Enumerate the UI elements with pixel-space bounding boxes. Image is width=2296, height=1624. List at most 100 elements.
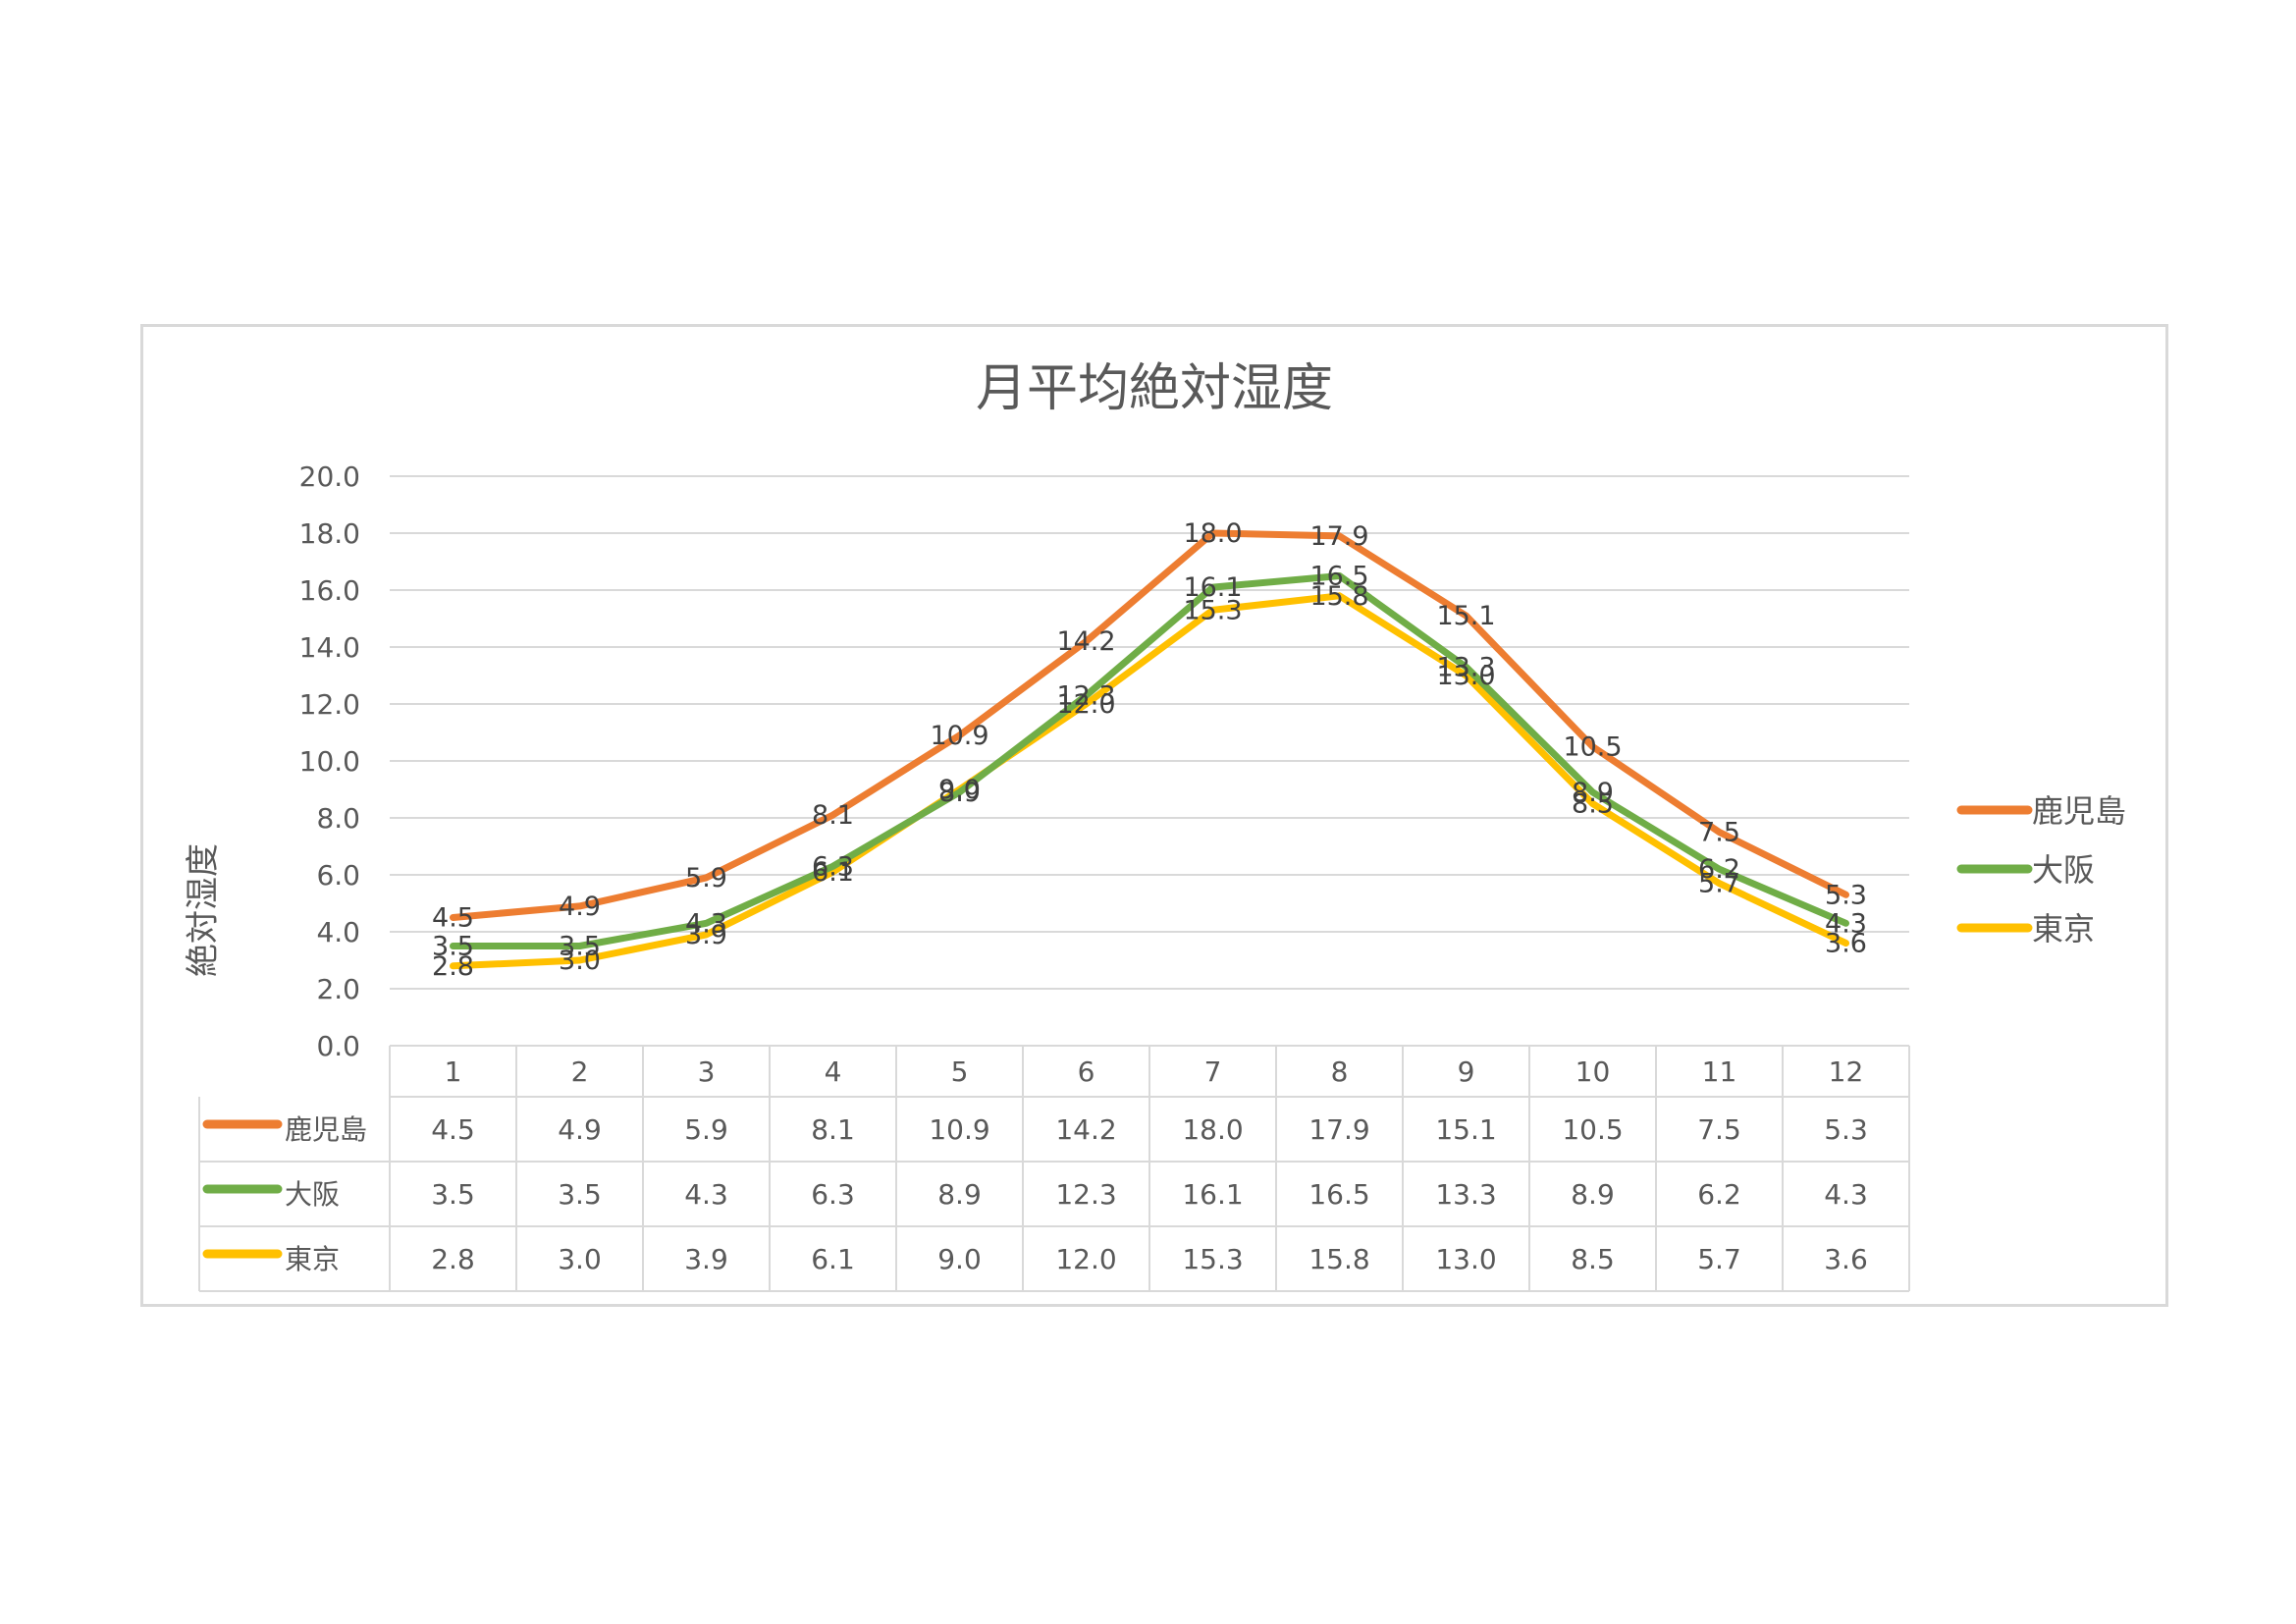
y-tick-label: 2.0 <box>316 973 360 1005</box>
data-label: 16.5 <box>1309 562 1368 592</box>
data-label: 2.8 <box>432 951 474 982</box>
series-line <box>450 529 1849 921</box>
data-label: 12.3 <box>1056 680 1115 711</box>
x-category-label: 2 <box>571 1056 589 1088</box>
table-cell: 3.5 <box>558 1178 602 1211</box>
table-series-name: 東京 <box>285 1243 340 1275</box>
chart-area <box>140 324 2168 1307</box>
table-cell: 12.3 <box>1055 1178 1116 1211</box>
legend-label: 鹿児島 <box>2032 792 2126 830</box>
data-label: 12.0 <box>1056 689 1115 720</box>
x-category-label: 1 <box>445 1056 462 1088</box>
data-label: 8.5 <box>1572 789 1614 820</box>
data-label: 6.1 <box>812 857 854 888</box>
table-cell: 8.1 <box>811 1113 855 1146</box>
data-label: 9.0 <box>938 775 981 805</box>
data-label: 13.3 <box>1436 652 1495 682</box>
table-cell: 8.9 <box>1571 1178 1615 1211</box>
legend-label: 大阪 <box>2032 851 2095 889</box>
x-category-label: 11 <box>1702 1056 1737 1088</box>
table-cell: 18.0 <box>1182 1113 1243 1146</box>
table-series-name: 大阪 <box>285 1178 340 1211</box>
y-tick-label: 0.0 <box>316 1030 360 1062</box>
y-axis-ticks: 0.0 2.0 4.0 6.0 8.0 10.0 12.0 14.0 16.0 18.0 20.0 <box>299 460 360 1062</box>
gridlines <box>390 475 1909 990</box>
x-category-label: 12 <box>1829 1056 1864 1088</box>
table-cell: 2.8 <box>431 1243 475 1275</box>
table-cell: 8.5 <box>1571 1243 1615 1275</box>
data-label: 8.1 <box>812 800 854 831</box>
data-label: 14.2 <box>1056 626 1115 657</box>
x-category-label: 5 <box>951 1056 969 1088</box>
data-label: 3.5 <box>559 932 601 962</box>
table-cell: 4.9 <box>558 1113 602 1146</box>
data-label: 13.0 <box>1436 661 1495 691</box>
y-tick-label: 14.0 <box>299 631 360 664</box>
table-cell: 13.0 <box>1435 1243 1496 1275</box>
data-label: 5.9 <box>685 863 727 893</box>
y-tick-label: 8.0 <box>316 802 360 835</box>
data-label: 3.0 <box>559 946 601 976</box>
table-cell: 7.5 <box>1697 1113 1741 1146</box>
table-cell: 3.0 <box>558 1243 602 1275</box>
data-label: 5.3 <box>1825 880 1867 910</box>
x-category-label: 10 <box>1575 1056 1611 1088</box>
table-cell: 3.9 <box>684 1243 728 1275</box>
x-category-label: 4 <box>825 1056 842 1088</box>
x-category-label: 9 <box>1458 1056 1475 1088</box>
data-label: 3.5 <box>432 932 474 962</box>
table-cell: 3.6 <box>1824 1243 1868 1275</box>
data-label: 15.8 <box>1309 581 1368 612</box>
data-label: 8.9 <box>1572 778 1614 808</box>
data-label: 4.5 <box>432 903 474 934</box>
data-label: 17.9 <box>1309 521 1368 552</box>
data-label: 10.5 <box>1563 732 1622 763</box>
chart-title: 月平均絶対湿度 <box>976 359 1333 418</box>
data-label: 3.9 <box>685 920 727 950</box>
data-label: 18.0 <box>1183 518 1242 549</box>
table-cell: 10.5 <box>1562 1113 1623 1146</box>
table-cell: 4.3 <box>684 1178 728 1211</box>
series-line <box>450 572 1849 949</box>
y-tick-label: 18.0 <box>299 517 360 550</box>
data-label: 15.3 <box>1183 595 1242 625</box>
series-lines <box>450 529 1849 970</box>
table-cell: 15.1 <box>1435 1113 1496 1146</box>
data-label: 8.9 <box>938 778 981 808</box>
y-tick-label: 20.0 <box>299 460 360 493</box>
y-tick-label: 16.0 <box>299 574 360 607</box>
table-cell: 12.0 <box>1055 1243 1116 1275</box>
table-cell: 5.3 <box>1824 1113 1868 1146</box>
data-label: 6.2 <box>1698 854 1740 885</box>
data-label: 4.3 <box>685 908 727 939</box>
y-tick-label: 4.0 <box>316 916 360 948</box>
table-cell: 5.7 <box>1697 1243 1741 1275</box>
x-category-label: 7 <box>1204 1056 1222 1088</box>
table-cell: 13.3 <box>1435 1178 1496 1211</box>
table-cell: 8.9 <box>937 1178 982 1211</box>
x-category-label: 3 <box>698 1056 716 1088</box>
table-cell: 9.0 <box>937 1243 982 1275</box>
data-label: 4.9 <box>559 892 601 922</box>
data-labels: 4.5 4.9 5.9 8.1 10.9 14.2 18.0 17.9 15.1 10.5 7.5 5… <box>432 518 1867 982</box>
table-cell: 14.2 <box>1055 1113 1116 1146</box>
table-series-name: 鹿児島 <box>285 1113 367 1146</box>
x-category-label: 6 <box>1078 1056 1095 1088</box>
y-tick-label: 10.0 <box>299 745 360 778</box>
legend-label: 東京 <box>2032 910 2095 947</box>
table-cell: 4.3 <box>1824 1178 1868 1211</box>
table-cell: 17.9 <box>1308 1113 1369 1146</box>
table-cell: 16.1 <box>1182 1178 1243 1211</box>
table-cell: 6.2 <box>1697 1178 1741 1211</box>
data-label: 4.3 <box>1825 908 1867 939</box>
x-category-label: 8 <box>1331 1056 1349 1088</box>
table-cell: 3.5 <box>431 1178 475 1211</box>
table-cell: 5.9 <box>684 1113 728 1146</box>
table-cell: 6.1 <box>811 1243 855 1275</box>
data-label: 15.1 <box>1436 601 1495 631</box>
data-label: 7.5 <box>1698 818 1740 848</box>
table-cell: 15.3 <box>1182 1243 1243 1275</box>
